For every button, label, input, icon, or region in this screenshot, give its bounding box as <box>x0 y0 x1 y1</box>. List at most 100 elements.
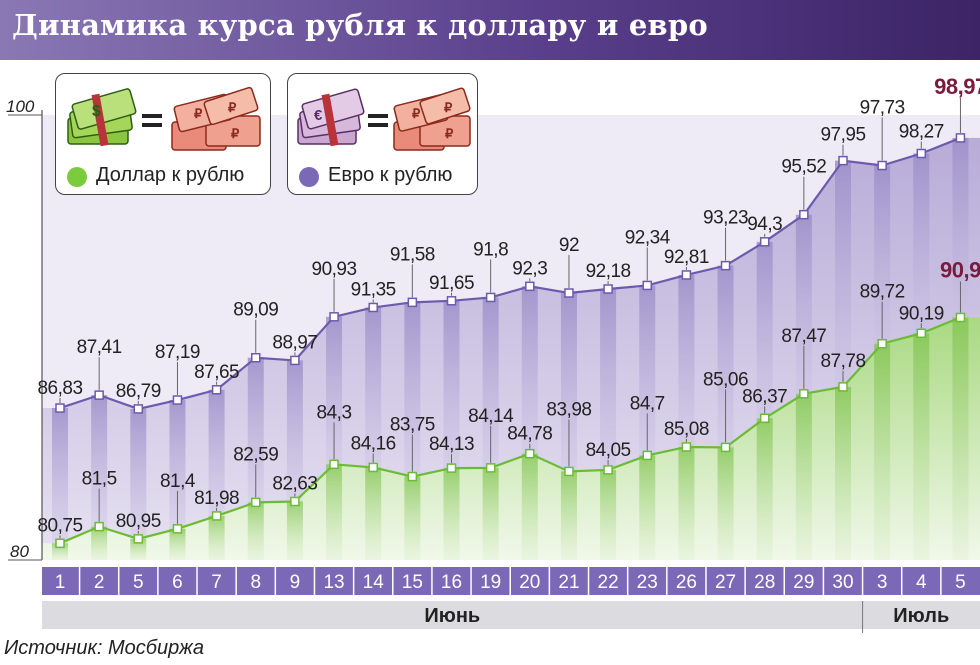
usd-column <box>717 447 734 560</box>
usd-column <box>678 446 695 560</box>
data-point <box>211 385 222 395</box>
data-point <box>211 511 222 521</box>
svg-text:₽: ₽ <box>444 100 453 115</box>
euro-column <box>639 285 656 456</box>
x-tick-label: 3 <box>877 572 888 593</box>
usd-value-label: 82,63 <box>272 473 317 494</box>
euro-column <box>52 408 68 544</box>
x-tick-label: 28 <box>754 572 775 593</box>
euro-value-label: 87,41 <box>77 337 122 358</box>
ruble-stack-icon: ₽ ₽ ₽ <box>171 86 261 151</box>
data-point <box>55 538 65 549</box>
euro-column <box>874 165 891 344</box>
data-point <box>759 237 770 247</box>
usd-column <box>639 455 656 560</box>
data-point <box>485 292 496 303</box>
usd-value-label: 81,5 <box>82 469 117 490</box>
usd-value-label: 87,47 <box>781 326 826 347</box>
x-tick-label: 14 <box>363 572 385 593</box>
x-tick-label: 19 <box>480 572 501 593</box>
y-tick-label: 100 <box>6 97 35 116</box>
usd-value-label: 87,78 <box>820 351 865 372</box>
usd-value-label: 84,13 <box>429 434 474 455</box>
usd-value-label: 89,72 <box>860 282 905 303</box>
euro-column <box>208 389 225 516</box>
legend-usd: $ ₽ ₽ ₽ Доллар к рублю <box>55 73 271 195</box>
x-tick-label: 2 <box>94 572 105 593</box>
svg-text:₽: ₽ <box>445 126 454 141</box>
euro-column <box>795 214 812 394</box>
euro-column <box>952 137 969 318</box>
usd-value-label: 83,75 <box>390 415 435 436</box>
euro-value-label: 91,8 <box>473 239 508 260</box>
x-tick-label: 26 <box>676 572 697 593</box>
usd-column <box>91 526 108 560</box>
usd-column <box>286 501 303 560</box>
usd-column <box>521 453 538 560</box>
usd-value-label: 81,98 <box>194 488 239 509</box>
euro-value-label: 95,52 <box>781 157 826 178</box>
usd-legend-marker <box>67 167 87 187</box>
usd-column <box>795 393 812 560</box>
data-point <box>329 312 339 322</box>
x-tick-label: 23 <box>637 572 658 593</box>
data-point <box>368 462 378 473</box>
usd-value-label: 85,08 <box>664 419 709 440</box>
svg-text:€: € <box>314 107 323 124</box>
data-point <box>916 328 927 339</box>
usd-value-label: 85,06 <box>703 369 748 390</box>
usd-column <box>874 343 891 560</box>
usd-column <box>482 467 499 560</box>
dollar-stack-icon: $ <box>67 88 137 147</box>
x-tick-label: 13 <box>323 572 344 593</box>
euro-value-label: 94,3 <box>747 214 782 235</box>
svg-text:₽: ₽ <box>194 106 203 121</box>
x-tick-label: 5 <box>133 572 144 593</box>
data-point <box>94 390 104 400</box>
euro-value-label: 92,81 <box>664 247 709 268</box>
usd-value-label: 90,19 <box>899 303 944 324</box>
data-point <box>251 352 261 363</box>
euro-value-label: 98,27 <box>899 121 944 142</box>
usd-value-label: 84,3 <box>317 402 352 423</box>
euro-column <box>756 241 773 419</box>
data-point <box>799 209 809 220</box>
eur-equals-rub-icon: € ₽ ₽ ₽ <box>297 87 471 151</box>
usd-column <box>326 464 343 560</box>
euro-value-label: 90,93 <box>312 259 357 280</box>
x-tick-label: 16 <box>441 572 462 593</box>
usd-value-label: 83,98 <box>546 399 591 420</box>
month-label: Июль <box>893 605 949 627</box>
data-point <box>681 270 692 280</box>
data-point <box>955 312 966 323</box>
usd-column <box>443 468 460 560</box>
euro-value-label: 92,3 <box>512 258 547 279</box>
euro-column <box>560 293 577 472</box>
source-note: Источник: Мосбиржа <box>4 637 204 659</box>
x-tick-label: 7 <box>211 572 222 593</box>
x-tick-label: 4 <box>916 572 927 593</box>
euro-column <box>482 297 499 468</box>
data-point <box>55 403 65 413</box>
euro-column <box>443 300 460 469</box>
euro-value-label: 97,73 <box>860 98 905 119</box>
data-point <box>525 448 535 459</box>
usd-value-label: 90,9 <box>940 257 980 282</box>
data-point <box>838 382 848 392</box>
data-point <box>681 442 692 452</box>
euro-value-label: 91,65 <box>429 273 474 294</box>
data-point <box>720 260 731 271</box>
usd-value-label: 84,05 <box>586 440 631 461</box>
x-tick-label: 29 <box>793 572 814 593</box>
euro-line <box>59 136 961 411</box>
data-point <box>603 284 613 294</box>
data-point <box>446 296 457 306</box>
data-point <box>603 465 613 475</box>
eur-legend-marker <box>299 167 319 187</box>
data-point <box>290 496 300 507</box>
euro-value-label: 88,97 <box>272 332 317 353</box>
svg-text:$: $ <box>92 103 101 120</box>
data-point <box>759 413 770 424</box>
data-point <box>329 459 339 470</box>
euro-value-label: 86,83 <box>37 378 82 399</box>
